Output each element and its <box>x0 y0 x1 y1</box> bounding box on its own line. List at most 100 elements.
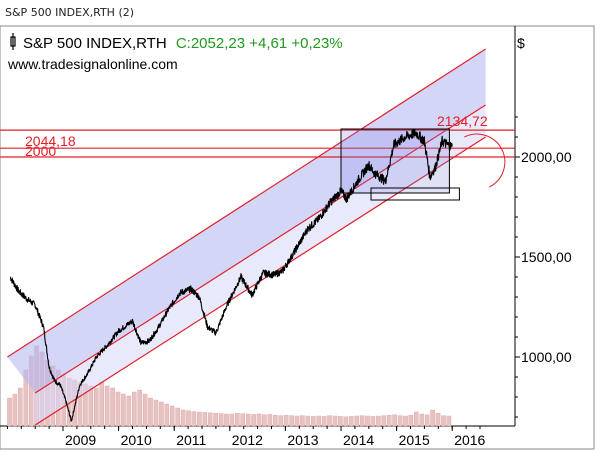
volume-bar <box>137 389 143 427</box>
volume-bar <box>175 407 181 427</box>
level-label: 2000 <box>25 143 56 159</box>
volume-bar <box>348 416 354 427</box>
chart-border <box>0 25 595 450</box>
volume-bar <box>240 413 246 427</box>
volume-bar <box>332 415 338 427</box>
volume-bar <box>153 399 159 427</box>
x-tick-label: 2012 <box>232 432 263 448</box>
volume-bar <box>256 413 262 427</box>
volume-bar <box>381 415 387 427</box>
volume-bar <box>224 413 229 427</box>
x-tick-label: 2013 <box>287 432 318 448</box>
x-tick-label: 2010 <box>121 432 152 448</box>
volume-bar <box>305 415 311 427</box>
x-tick-label: 2014 <box>343 432 374 448</box>
volume-bar <box>311 416 316 427</box>
volume-bar <box>99 381 104 427</box>
volume-bar <box>121 393 126 427</box>
channel-line-mid <box>34 104 486 394</box>
volume-bar <box>115 391 121 427</box>
volume-bar <box>441 415 446 427</box>
volume-bar <box>327 415 332 427</box>
volume-bar <box>7 397 12 427</box>
volume-bar <box>392 414 397 427</box>
volume-bar <box>229 413 235 427</box>
volume-bar <box>338 416 343 427</box>
volume-bar <box>218 413 224 427</box>
volume-bar <box>159 401 164 427</box>
window-title: S&P 500 INDEX,RTH (2) <box>5 6 135 19</box>
header-line: S&P 500 INDEX,RTH C:2052,23 +4,61 +0,23% <box>23 35 343 52</box>
volume-bar <box>424 414 430 427</box>
volume-bar <box>321 416 327 427</box>
volume-bar <box>12 393 18 427</box>
header-symbol: S&P 500 INDEX,RTH <box>23 35 167 52</box>
y-tick-label: 2000,00 <box>521 149 572 165</box>
volume-bar <box>18 387 23 427</box>
cycle-arc <box>464 133 506 188</box>
volume-bar <box>408 415 414 427</box>
symbol-marker <box>10 33 16 50</box>
y-tick-label: 1500,00 <box>521 249 572 265</box>
level-label: 2134,72 <box>437 113 488 129</box>
volume-bar <box>414 411 419 427</box>
header-quote: C:2052,23 +4,61 +0,23% <box>176 35 343 52</box>
volume-bar <box>370 416 376 427</box>
channel-line-upper <box>7 48 486 358</box>
x-tick-label: 2011 <box>176 432 206 448</box>
volume-bar <box>207 412 213 427</box>
volume-bar <box>169 405 175 427</box>
volume-bar <box>278 415 284 427</box>
volume-bar <box>202 412 208 427</box>
price-line <box>9 128 453 422</box>
volume-bar <box>213 413 218 427</box>
volume-bar <box>300 415 305 427</box>
currency-label: $ <box>517 35 525 51</box>
volume-bar <box>386 415 392 427</box>
y-tick-label: 1000,00 <box>521 349 572 365</box>
volume-bar <box>419 413 425 427</box>
volume-bar <box>316 415 322 427</box>
volume-bar <box>267 414 273 427</box>
volume-bar <box>186 410 191 427</box>
volume-bar <box>191 411 197 427</box>
volume-bar <box>131 391 137 427</box>
volume-bar <box>88 385 94 427</box>
volume-bar <box>251 414 256 427</box>
website-label: www.tradesignalonline.com <box>7 56 178 72</box>
volume-bar <box>245 413 251 427</box>
volume-bar <box>343 416 349 427</box>
trend-channel-fill <box>7 49 486 393</box>
volume-bar <box>234 413 240 427</box>
volume-bar <box>446 415 452 427</box>
level-label: 2044,18 <box>25 133 76 149</box>
volume-bar <box>289 415 294 427</box>
volume-bar <box>273 415 278 427</box>
volume-bar <box>376 415 381 427</box>
volume-bar <box>93 387 99 427</box>
volume-bar <box>197 411 202 427</box>
volume-bar <box>430 409 435 427</box>
x-tick-label: 2016 <box>454 432 485 448</box>
volume-bar <box>294 415 300 427</box>
volume-bar <box>180 409 186 427</box>
volume-bar <box>283 415 289 427</box>
volume-bar <box>403 415 408 427</box>
x-tick-label: 2015 <box>399 432 430 448</box>
volume-bar <box>164 403 170 427</box>
volume-bar <box>435 413 441 427</box>
x-tick-label: 2009 <box>65 432 96 448</box>
volume-bar <box>104 385 110 427</box>
volume-bar <box>397 415 403 427</box>
consolidation-box-lower <box>370 187 460 201</box>
volume-bar <box>148 397 153 427</box>
volume-bar <box>126 395 132 427</box>
volume-bar <box>110 387 115 427</box>
volume-bar <box>365 415 370 427</box>
volume-bar <box>354 415 360 427</box>
volume-bar <box>359 415 365 427</box>
volume-bar <box>262 414 267 427</box>
volume-bar <box>142 393 148 427</box>
trend-channel-lower-fill <box>35 105 486 425</box>
